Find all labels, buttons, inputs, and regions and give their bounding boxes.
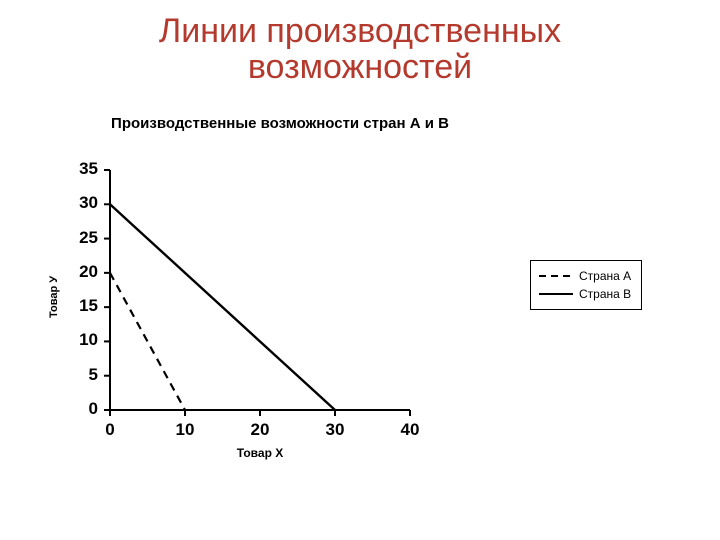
legend-label: Страна А <box>579 269 631 283</box>
chart-title: Производственные возможности стран А и В <box>80 115 480 132</box>
series-line <box>110 273 185 410</box>
x-tick-label: 0 <box>90 420 130 440</box>
y-tick-label: 30 <box>66 193 98 213</box>
slide-title-line1: Линии производственных <box>159 12 561 50</box>
x-tick-label: 10 <box>165 420 205 440</box>
y-tick-label: 20 <box>66 262 98 282</box>
slide-title-line2: возможностей <box>248 48 472 86</box>
slide-title: Линии производственных возможностей <box>0 14 720 85</box>
chart <box>110 170 410 410</box>
y-axis-label: Товар У <box>48 276 60 318</box>
legend-label: Страна В <box>579 287 631 301</box>
chart-svg <box>110 170 410 410</box>
legend: Страна А Страна В <box>530 260 642 310</box>
legend-row: Страна А <box>539 267 631 285</box>
y-tick-label: 5 <box>66 365 98 385</box>
x-tick-label: 40 <box>390 420 430 440</box>
x-tick-label: 30 <box>315 420 355 440</box>
y-tick-label: 25 <box>66 228 98 248</box>
y-tick-label: 10 <box>66 330 98 350</box>
x-axis-label: Товар Х <box>220 446 300 460</box>
x-tick-label: 20 <box>240 420 280 440</box>
legend-swatch <box>539 288 573 300</box>
y-tick-label: 0 <box>66 399 98 419</box>
y-tick-label: 35 <box>66 159 98 179</box>
slide: Линии производственных возможностей Прои… <box>0 0 720 540</box>
series-line <box>110 204 335 410</box>
y-tick-label: 15 <box>66 296 98 316</box>
legend-swatch <box>539 270 573 282</box>
legend-row: Страна В <box>539 285 631 303</box>
